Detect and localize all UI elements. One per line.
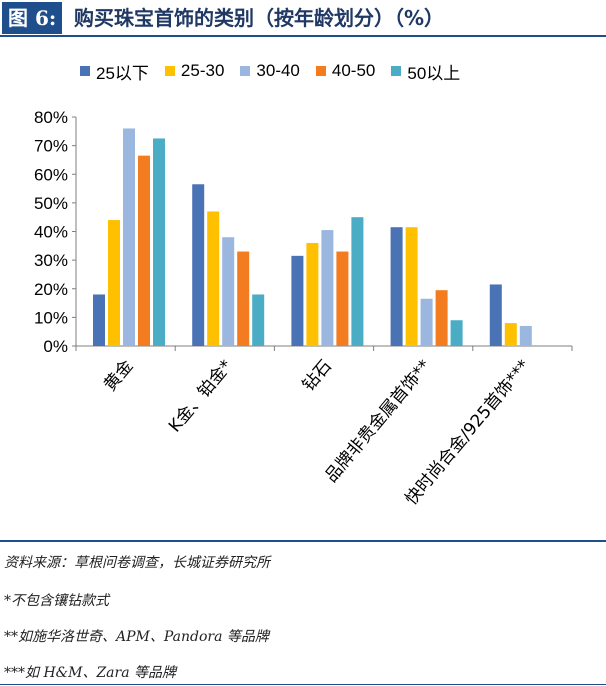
bar: [153, 138, 165, 346]
legend-swatch: [240, 66, 251, 76]
x-category-label: 品牌非贵金属首饰**: [321, 356, 435, 486]
footer-rule: [0, 540, 606, 542]
legend-item: 40-50: [315, 60, 376, 82]
y-tick-label: 70%: [34, 137, 68, 156]
y-tick-label: 80%: [34, 108, 68, 127]
chart-legend: 25以下 25-30 30-40 40-50 50以上: [80, 60, 476, 83]
bar: [519, 325, 532, 346]
source-note: 资料来源：草根问卷调查，长城证券研究所: [4, 555, 270, 571]
legend-swatch: [80, 66, 90, 76]
bar: [123, 128, 135, 346]
bar: [108, 220, 120, 346]
y-tick-label: 0%: [43, 337, 68, 356]
bar: [138, 155, 150, 346]
bar: [435, 290, 448, 346]
bar: [420, 298, 433, 346]
figure-title: 购买珠宝首饰的类别（按年龄划分）（%）: [74, 6, 445, 30]
legend-label: 50以上: [407, 63, 461, 83]
footnote-2: **如施华洛世奇、APM、Pandora 等品牌: [4, 629, 269, 645]
bar: [336, 251, 349, 346]
legend-label: 30-40: [256, 61, 300, 80]
bar: [291, 255, 304, 346]
y-tick-label: 50%: [34, 194, 68, 213]
footnote-1: *不包含镶钻款式: [4, 593, 109, 609]
x-category-label: 黄金: [100, 356, 137, 395]
footnote-3: ***如 H&M、Zara 等品牌: [4, 665, 177, 681]
x-category-label: K金、铂金*: [165, 356, 237, 436]
y-tick-label: 60%: [34, 165, 68, 184]
bar: [237, 251, 250, 346]
bar: [351, 217, 364, 346]
y-tick-label: 10%: [34, 308, 68, 327]
bar: [450, 320, 463, 346]
header-rule: [0, 35, 606, 37]
bar: [192, 184, 205, 346]
y-tick-label: 20%: [34, 280, 68, 299]
x-category-label: 钻石: [299, 356, 336, 395]
legend-swatch: [391, 66, 402, 76]
bar: [93, 294, 105, 346]
legend-item: 25-30: [164, 60, 225, 82]
legend-label: 25以下: [96, 63, 149, 83]
bar-chart: 0% 10% 20% 30% 40% 50% 60% 70% 80% 黄金 K金、铂金* 钻石品牌非贵…: [34, 108, 573, 509]
legend-item: 30-40: [240, 60, 300, 82]
legend-swatch: [164, 66, 175, 76]
legend-item: 50以上: [391, 60, 461, 83]
y-tick-label: 30%: [34, 251, 68, 270]
legend-swatch: [315, 66, 326, 76]
y-tick-label: 40%: [34, 223, 68, 242]
bar: [321, 230, 334, 346]
bar: [390, 227, 403, 346]
bar: [252, 294, 265, 346]
bottom-rule: [0, 684, 606, 685]
legend-item: 25以下: [80, 60, 149, 83]
legend-label: 40-50: [331, 61, 376, 80]
bar: [489, 284, 502, 346]
bar: [504, 323, 517, 346]
bar: [405, 227, 418, 346]
bar: [207, 211, 220, 346]
figure-label: 图 6:: [2, 2, 63, 34]
bar: [306, 242, 319, 346]
bar: [222, 237, 235, 346]
legend-label: 25-30: [180, 61, 225, 80]
figure-header: 图 6: 购买珠宝首饰的类别（按年龄划分）（%）: [0, 0, 606, 37]
